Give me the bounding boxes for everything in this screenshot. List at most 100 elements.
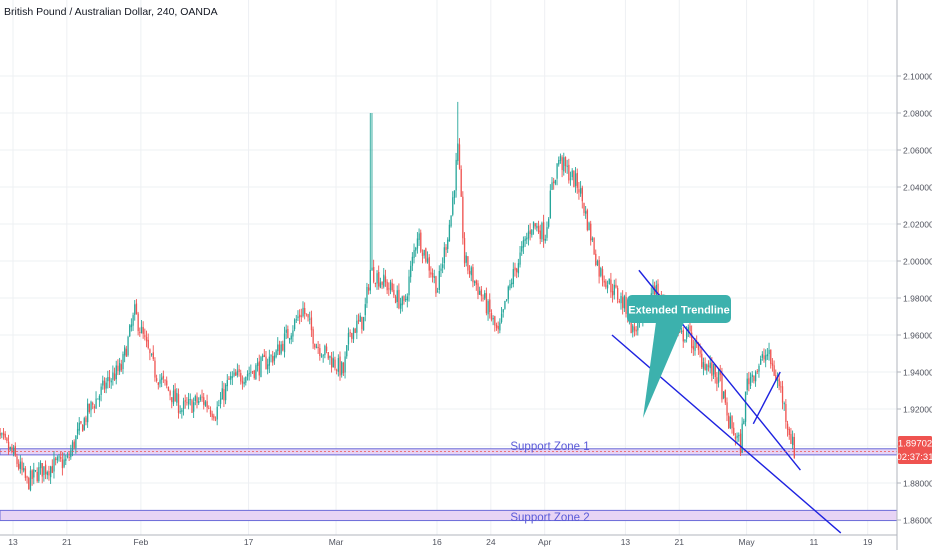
- candle-body: [169, 391, 171, 396]
- candle-body: [455, 159, 457, 191]
- candle-body: [425, 248, 427, 262]
- candle-body: [632, 325, 634, 333]
- candle-body: [421, 252, 424, 256]
- candle-body: [723, 391, 725, 399]
- candle-body: [293, 319, 296, 330]
- candle-body: [90, 401, 92, 411]
- candle-body: [526, 237, 528, 240]
- candle-body: [517, 263, 520, 274]
- candle-body: [458, 144, 461, 169]
- candle-body: [369, 269, 371, 291]
- candle-body: [38, 467, 40, 482]
- candle-body: [250, 371, 252, 373]
- candle-body: [448, 224, 451, 242]
- candle-body: [224, 384, 227, 401]
- candle-body: [262, 355, 264, 358]
- candle-body: [652, 285, 654, 294]
- y-tick-label: 1.98000: [903, 294, 932, 304]
- candle-body: [359, 315, 361, 322]
- candle-body: [716, 377, 718, 384]
- candle-body: [598, 259, 600, 277]
- candle-body: [336, 369, 338, 371]
- candle-body: [78, 422, 80, 431]
- candle-body: [420, 232, 422, 252]
- candle-body: [162, 375, 165, 379]
- candle-body: [403, 296, 405, 301]
- candle-body: [588, 222, 590, 231]
- candle-body: [384, 276, 387, 283]
- candle-body: [199, 396, 202, 400]
- candle-body: [76, 428, 79, 435]
- last-price-badge: 1.89702 02:37:31: [897, 436, 932, 464]
- candle-body: [637, 321, 639, 331]
- candle-body: [731, 416, 733, 429]
- candle-body: [105, 382, 107, 389]
- candle-body: [574, 173, 577, 186]
- candle-body: [452, 197, 454, 215]
- candle-body: [680, 330, 683, 332]
- candle-body: [734, 436, 737, 439]
- candle-body: [61, 459, 64, 469]
- candle-body: [684, 339, 686, 342]
- candle-body: [706, 364, 708, 371]
- candle-body: [704, 363, 706, 371]
- candle-body: [497, 325, 499, 330]
- candle-body: [187, 399, 190, 405]
- candle-body: [334, 359, 336, 369]
- candle-body: [617, 288, 619, 300]
- candle-body: [231, 376, 234, 378]
- candle-body: [147, 339, 149, 349]
- candle-body: [83, 418, 85, 430]
- candle-body: [288, 338, 291, 340]
- candle-body: [144, 335, 146, 337]
- candle-body: [580, 188, 582, 194]
- candle-body: [418, 233, 420, 240]
- candle-body: [2, 432, 5, 436]
- candle-body: [283, 333, 286, 353]
- candle-body: [132, 315, 134, 326]
- candle-body: [615, 284, 617, 288]
- chart-title: British Pound / Australian Dollar, 240, …: [4, 6, 218, 18]
- candle-body: [184, 400, 186, 402]
- candle-body: [655, 284, 658, 295]
- candle-body: [532, 221, 535, 229]
- candle-body: [569, 178, 572, 180]
- candle-body: [726, 402, 728, 416]
- candle-body: [256, 362, 259, 366]
- candle-body: [702, 362, 705, 369]
- candle-body: [127, 336, 129, 356]
- candle-body: [516, 268, 518, 273]
- candle-body: [791, 436, 794, 446]
- candle-body: [198, 400, 200, 404]
- candle-body: [206, 401, 208, 408]
- candle-body: [7, 441, 10, 451]
- candle-body: [507, 286, 509, 300]
- candle-body: [154, 360, 156, 378]
- candle-body: [145, 337, 148, 342]
- candle-body: [277, 344, 279, 352]
- candle-body: [433, 276, 435, 278]
- candle-body: [352, 328, 355, 340]
- candle-body: [9, 447, 11, 450]
- candle-body: [692, 346, 695, 350]
- candle-body: [512, 269, 515, 284]
- candle-body: [81, 424, 84, 432]
- candle-body: [544, 238, 546, 241]
- candle-body: [233, 372, 235, 376]
- candle-body: [529, 230, 531, 235]
- x-tick-label: Mar: [329, 537, 344, 547]
- candle-body: [253, 370, 255, 378]
- candle-body: [379, 282, 382, 288]
- candle-body: [56, 457, 59, 461]
- candle-body: [625, 296, 627, 314]
- candle-body: [445, 247, 447, 250]
- candle-body: [73, 441, 75, 448]
- candle-body: [125, 348, 128, 357]
- candle-body: [115, 365, 117, 380]
- candle-body: [362, 316, 365, 331]
- candle-body: [576, 172, 578, 188]
- candle-body: [193, 402, 195, 412]
- x-tick-label: 17: [244, 537, 254, 547]
